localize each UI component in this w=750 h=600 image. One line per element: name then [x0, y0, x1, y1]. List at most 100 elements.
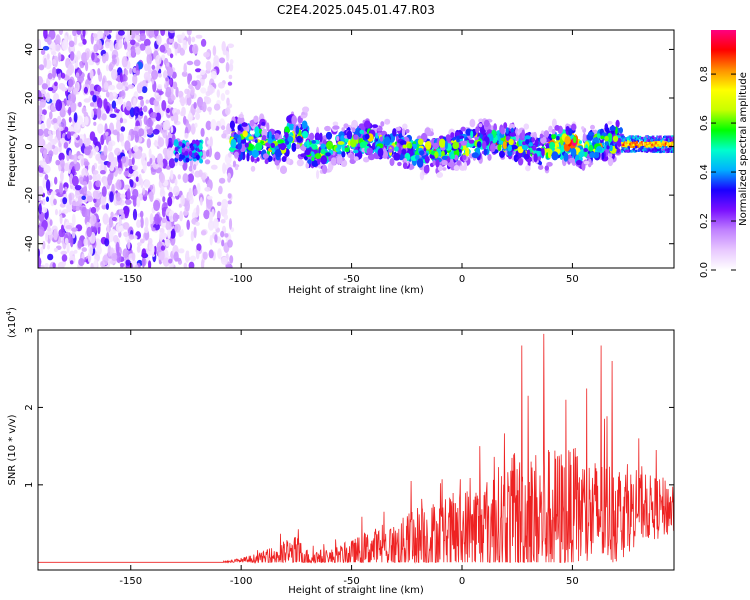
spectrogram-cell: [209, 234, 213, 246]
spectrogram-cell: [228, 152, 232, 158]
spectrogram-cell: [647, 149, 650, 152]
spectrogram-cell: [662, 145, 665, 149]
spectrogram-cell: [565, 126, 570, 132]
spectrogram-cell: [81, 247, 88, 252]
spectrogram-cell: [657, 146, 660, 149]
spectrogram-cell: [280, 165, 287, 174]
spectrogram-cell: [249, 122, 255, 127]
spectrogram-cell: [544, 165, 549, 171]
spectrogram-cell: [207, 106, 212, 112]
spectrogram-cell: [55, 34, 61, 46]
spectrogram-cell: [55, 208, 58, 216]
snr-ylabel: SNR (10 * v/v): [7, 414, 18, 485]
spectrogram-cell: [622, 136, 625, 140]
spectrogram-cell: [78, 258, 85, 267]
spectrogram-cell: [38, 105, 43, 116]
spectrogram-cell: [89, 69, 94, 80]
spectrogram-cell: [58, 152, 65, 161]
spectrogram-cell: [86, 226, 92, 238]
spectrogram-cell: [642, 146, 645, 150]
spectrogram-cell: [193, 226, 197, 239]
spectrogram-cell: [178, 154, 183, 160]
spectrogram-cell: [230, 138, 237, 149]
spectrogram-cell: [103, 145, 108, 156]
spectrogram-cell: [74, 33, 78, 46]
spectrogram-cell: [195, 250, 200, 260]
spectrogram-cell: [279, 142, 286, 151]
spectrogram-cell: [447, 162, 455, 168]
spectrogram-cell: [578, 140, 583, 145]
spectrogram-cell: [441, 155, 448, 160]
spectrogram-cell: [130, 39, 136, 46]
spectrogram-cell: [653, 150, 656, 153]
spectrogram-cell: [644, 137, 647, 140]
spectrogram-cell: [284, 132, 289, 139]
spectrogram-cell: [107, 140, 113, 152]
spectrogram-cell: [340, 135, 345, 143]
spectrogram-cell: [124, 75, 128, 82]
spectrogram-cell: [643, 140, 646, 144]
spectrogram-cell: [167, 196, 173, 207]
spectrogram-cell: [137, 96, 144, 100]
spectrogram-cell: [621, 139, 624, 142]
spectrogram-cell: [95, 153, 101, 161]
spectrogram-cell: [122, 222, 130, 230]
spectrogram-cell: [115, 56, 120, 67]
spectrogram-cell: [583, 148, 588, 152]
spectrogram-cell: [115, 241, 120, 254]
spectrogram-cell: [626, 138, 629, 141]
spectrogram-cell: [135, 34, 141, 41]
spectrogram-cell: [367, 153, 376, 161]
spectrogram-cell: [126, 188, 131, 199]
spectrogram-cell: [175, 153, 180, 159]
spectrogram-cell: [399, 140, 407, 146]
spectrogram-cell: [346, 130, 353, 140]
spectrogram-cell: [548, 125, 553, 133]
spectrogram-cell: [160, 245, 166, 251]
spectrogram-cell: [659, 135, 662, 138]
spectrogram-cell: [417, 158, 424, 168]
spectrogram-cell: [53, 228, 58, 241]
spectrogram-cell: [108, 84, 116, 91]
spectrogram-cell: [556, 136, 560, 141]
spectrogram-plot: [38, 30, 674, 268]
spectrogram-cell: [132, 188, 139, 199]
spectrogram-cell: [622, 138, 625, 141]
spectrogram-cell: [397, 161, 402, 167]
spectrogram-cell: [133, 106, 140, 117]
spectrogram-cell: [623, 148, 626, 152]
spectrogram-cell: [471, 152, 479, 159]
spectrogram-cell: [657, 135, 660, 139]
spectrogram-cell: [268, 131, 272, 139]
spectrogram-cell: [189, 255, 197, 262]
spectrogram-cell: [47, 72, 53, 80]
spectrogram-cell: [71, 175, 79, 187]
spectrogram-cell: [274, 149, 282, 158]
spectrogram-cell: [181, 71, 188, 77]
spectrogram-cell: [68, 40, 75, 48]
spectrogram-cell: [454, 131, 461, 136]
spectrogram-xlabel: Height of straight line (km): [288, 285, 424, 296]
spectrogram-cell: [478, 123, 483, 128]
spectrogram-cell: [667, 150, 670, 153]
spectrogram-cell: [38, 256, 42, 267]
spectrogram-cell: [635, 140, 638, 144]
spectrogram-cell: [200, 87, 207, 94]
spectrogram-cell: [640, 136, 643, 140]
spectrogram-cell: [170, 125, 174, 134]
spectrogram-cell: [148, 237, 153, 245]
spectrogram-cell: [118, 39, 123, 49]
spectrogram-cell: [227, 43, 235, 49]
spectrogram-cell: [226, 97, 230, 106]
spectrogram-cell: [510, 127, 514, 134]
spectrogram-cell: [68, 165, 73, 171]
spectrogram-cell: [521, 145, 529, 150]
spectrogram-cell: [643, 136, 646, 140]
spectrogram-cell: [187, 73, 191, 85]
spectrogram-cell: [105, 91, 110, 98]
spectrogram-cell: [179, 47, 185, 56]
spectrogram-cell: [53, 123, 59, 131]
spectrogram-cell: [40, 246, 44, 255]
spectrogram-cell: [143, 179, 151, 189]
spectrogram-cell: [111, 216, 118, 222]
